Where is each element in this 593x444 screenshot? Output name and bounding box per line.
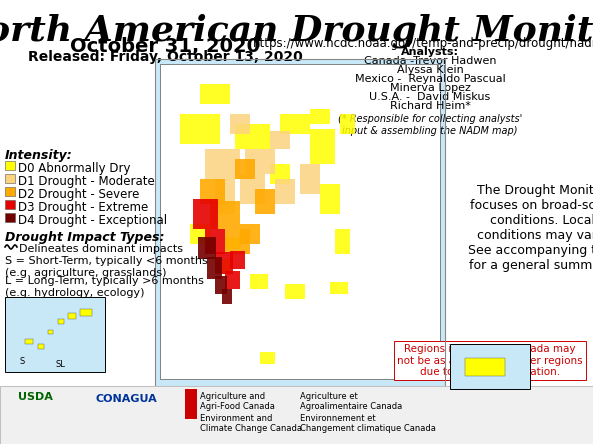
Bar: [230, 251, 245, 269]
Text: October 31, 2020: October 31, 2020: [70, 37, 260, 56]
Bar: [155, 59, 445, 389]
Bar: [155, 59, 445, 389]
Bar: [335, 229, 350, 254]
Bar: [5, 213, 15, 222]
Bar: [260, 352, 275, 364]
Bar: [222, 289, 232, 304]
Bar: [5, 297, 105, 372]
Bar: [0, 386, 593, 444]
Text: Drought Impact Types:: Drought Impact Types:: [5, 231, 164, 244]
Bar: [48, 330, 53, 334]
Bar: [225, 237, 240, 249]
Bar: [38, 344, 44, 349]
Bar: [215, 276, 227, 294]
Text: D1 Drought - Moderate: D1 Drought - Moderate: [18, 175, 155, 188]
Bar: [240, 224, 260, 244]
Text: L = Long-Term, typically >6 months
(e.g. hydrology, ecology): L = Long-Term, typically >6 months (e.g.…: [5, 276, 204, 297]
Bar: [235, 159, 255, 179]
Text: Richard Heim*: Richard Heim*: [390, 101, 470, 111]
Bar: [320, 184, 340, 214]
Bar: [198, 237, 216, 259]
Bar: [5, 187, 15, 196]
Text: S: S: [20, 357, 25, 366]
Bar: [245, 149, 275, 174]
Bar: [225, 271, 240, 289]
Text: U.S.A. -  David Miskus: U.S.A. - David Miskus: [369, 92, 490, 102]
Bar: [0, 386, 593, 444]
Bar: [80, 309, 92, 316]
Bar: [200, 84, 230, 104]
Bar: [310, 109, 330, 124]
Bar: [275, 179, 295, 204]
Bar: [215, 259, 230, 274]
Text: Released: Friday, October 13, 2020: Released: Friday, October 13, 2020: [28, 50, 302, 64]
Text: CONAGUA: CONAGUA: [95, 394, 157, 404]
Text: Intensity:: Intensity:: [5, 149, 73, 162]
Bar: [215, 252, 233, 274]
Text: North American Drought Monitor: North American Drought Monitor: [0, 14, 593, 48]
Bar: [25, 339, 33, 344]
Bar: [193, 389, 197, 419]
Bar: [465, 358, 505, 376]
Bar: [240, 174, 265, 204]
Bar: [185, 389, 197, 419]
Bar: [207, 257, 222, 279]
Bar: [230, 114, 250, 134]
Text: Environment and
Climate Change Canada: Environment and Climate Change Canada: [200, 414, 302, 433]
Bar: [5, 200, 15, 209]
Text: Delineates dominant impacts: Delineates dominant impacts: [19, 244, 183, 254]
Bar: [250, 274, 268, 289]
Text: D0 Abnormally Dry: D0 Abnormally Dry: [18, 162, 130, 175]
Text: Agriculture et
Agroalimentaire Canada: Agriculture et Agroalimentaire Canada: [300, 392, 402, 412]
Bar: [58, 319, 64, 324]
Bar: [330, 282, 348, 294]
Text: Analysts:: Analysts:: [401, 47, 459, 57]
Bar: [210, 201, 240, 229]
Bar: [310, 129, 335, 164]
Text: D2 Drought - Severe: D2 Drought - Severe: [18, 188, 139, 201]
Text: (* Responsible for collecting analysts'
input & assembling the NADM map): (* Responsible for collecting analysts' …: [338, 114, 522, 135]
Bar: [205, 149, 240, 179]
Bar: [160, 64, 440, 379]
Bar: [225, 229, 250, 254]
Bar: [5, 174, 15, 183]
Bar: [450, 344, 530, 389]
Bar: [300, 164, 320, 194]
Bar: [235, 124, 270, 149]
Bar: [68, 313, 76, 319]
Text: Minerva Lopez: Minerva Lopez: [390, 83, 470, 93]
Text: https://www.ncdc.noaa.gov/temp-and-precip/drought/nadm/: https://www.ncdc.noaa.gov/temp-and-preci…: [253, 37, 593, 50]
Text: S = Short-Term, typically <6 months
(e.g. agriculture, grasslands): S = Short-Term, typically <6 months (e.g…: [5, 256, 208, 278]
Bar: [200, 179, 225, 204]
Bar: [180, 114, 220, 144]
Text: D3 Drought - Extreme: D3 Drought - Extreme: [18, 201, 148, 214]
Bar: [340, 114, 355, 134]
Bar: [215, 179, 235, 214]
Bar: [280, 114, 310, 134]
Bar: [5, 161, 15, 170]
Bar: [255, 189, 275, 214]
Text: Mexico -  Reynaldo Pascual: Mexico - Reynaldo Pascual: [355, 74, 505, 84]
Text: USDA: USDA: [18, 392, 53, 402]
Bar: [285, 284, 305, 299]
Text: Environnement et
Changement climatique Canada: Environnement et Changement climatique C…: [300, 414, 436, 433]
Bar: [270, 131, 290, 149]
Text: Regions in northern Canada may
not be as accurate as other regions
due to limite: Regions in northern Canada may not be as…: [397, 344, 583, 377]
Text: The Drought Monitor
focuses on broad-scale
conditions. Local
conditions may vary: The Drought Monitor focuses on broad-sca…: [468, 184, 593, 272]
Text: Agriculture and
Agri-Food Canada: Agriculture and Agri-Food Canada: [200, 392, 275, 412]
Bar: [205, 229, 225, 254]
Text: Alyssa Klein: Alyssa Klein: [397, 65, 463, 75]
Bar: [190, 224, 210, 244]
Text: D4 Drought - Exceptional: D4 Drought - Exceptional: [18, 214, 167, 227]
Text: SL: SL: [55, 360, 65, 369]
Bar: [193, 199, 218, 229]
Text: Canada -Trevor Hadwen: Canada -Trevor Hadwen: [364, 56, 496, 66]
Bar: [270, 164, 290, 184]
Bar: [185, 389, 189, 419]
